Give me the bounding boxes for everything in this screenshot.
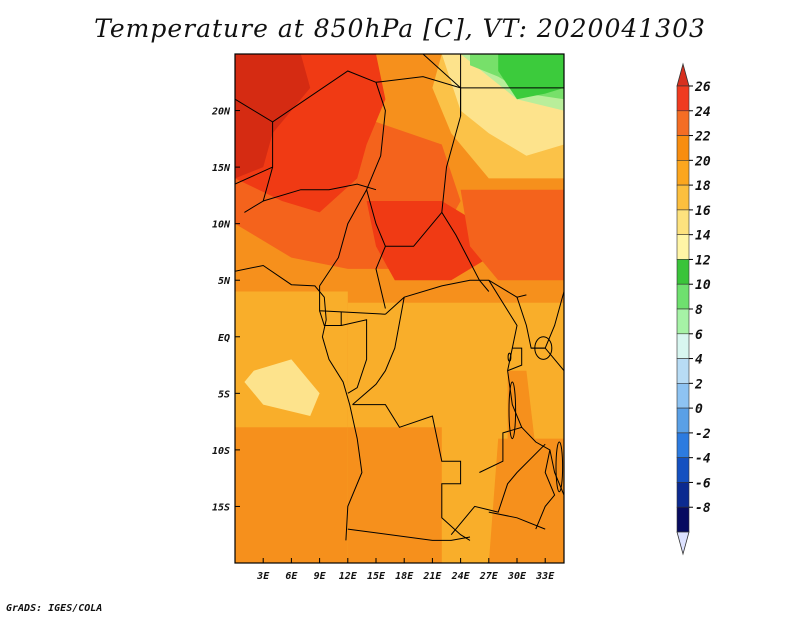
border-line (352, 404, 471, 541)
lat-tick-label: 5S (218, 389, 230, 400)
country-borders (235, 54, 564, 541)
border-line (507, 347, 523, 372)
colorbar-box (676, 209, 690, 235)
border-line (347, 528, 471, 541)
lake-outline (534, 336, 553, 360)
colorbar-label: -4 (695, 452, 711, 467)
lat-tick-label: 20N (211, 107, 231, 118)
lon-tick-label: 21E (422, 571, 442, 582)
border-line (341, 319, 368, 394)
lat-tick-label: 10N (212, 220, 231, 231)
lon-tick-label: 33E (535, 571, 555, 582)
border-line (375, 246, 386, 309)
colorbar-label: 6 (695, 328, 703, 343)
lat-tick-label: EQ (218, 333, 230, 344)
border-line (422, 54, 461, 89)
colorbar-box (676, 482, 690, 508)
colorbar-box (676, 308, 690, 335)
lat-tick-label: 10S (212, 446, 230, 457)
colorbar-label: 22 (694, 130, 711, 145)
border-line (531, 347, 564, 372)
region-southwest (235, 438, 339, 563)
coastline (235, 264, 363, 541)
region-nw-hottest (235, 54, 311, 179)
lon-tick-label: 3E (256, 571, 270, 582)
colorbar-box (676, 160, 690, 186)
temperature-field (235, 54, 564, 563)
colorbar-box (676, 184, 690, 211)
credit-label: GrADS: IGES/COLA (6, 603, 103, 614)
border-line (479, 279, 523, 473)
region-car-hot (366, 201, 489, 281)
colorbar-top-tip (676, 62, 690, 87)
border-line (488, 511, 546, 530)
colorbar-box (676, 283, 690, 310)
colorbar-box (676, 358, 690, 384)
lon-tick-label: 12E (339, 571, 358, 582)
colorbar-label: 26 (694, 80, 711, 95)
border-line (535, 449, 556, 530)
colorbar-label: -8 (695, 501, 711, 516)
colorbar-label: 24 (694, 105, 711, 120)
region-gulf-guinea (244, 359, 320, 416)
border-line (450, 443, 546, 536)
region-east-hot (460, 189, 564, 281)
chart-title: Temperature at 850hPa [C], VT: 202004130… (94, 14, 706, 43)
border-line (441, 212, 490, 292)
colorbar-box (676, 135, 690, 161)
border-line (352, 297, 405, 405)
colorbar-box (676, 259, 690, 285)
colorbar-label: 2 (694, 377, 703, 392)
border-line (319, 310, 342, 326)
region-rift-band (507, 370, 536, 496)
lon-tick-label: 30E (507, 571, 527, 582)
colorbar-label: 10 (695, 278, 711, 293)
lat-tick-label: 15S (212, 502, 230, 513)
colorbar-box (676, 407, 690, 434)
colorbar-box (676, 457, 690, 483)
lake-outline (555, 441, 564, 493)
colorbar-label: 16 (695, 204, 711, 219)
map-frame (234, 53, 565, 564)
lon-tick-label: 6E (285, 571, 298, 582)
colorbar-label: 14 (695, 229, 711, 244)
lake-outline (507, 352, 512, 362)
border-line (263, 183, 377, 202)
lat-tick-label: 5N (218, 276, 231, 287)
colorbar-label: -2 (695, 427, 711, 442)
colorbar-box (676, 85, 690, 112)
lon-tick-label: 9E (314, 571, 327, 582)
map-axes: 20N 15N 10N 5N EQ 5S 10S 15S 3E 6E 9E 12E 15E 18E 21E 2… (211, 107, 555, 582)
colorbar-box (676, 432, 690, 458)
lon-tick-label: 24E (451, 571, 471, 582)
lon-tick-label: 27E (479, 571, 499, 582)
colorbar-label: 20 (694, 154, 711, 169)
colorbar-box (676, 506, 690, 533)
region-angola-east (347, 427, 442, 563)
colorbar-label: 4 (695, 353, 703, 368)
colorbar-box (676, 382, 690, 409)
lat-tick-label: 15N (212, 163, 231, 174)
lake-outline (508, 381, 517, 440)
colorbar-bottom-tip (676, 531, 690, 556)
colorbar-label: 18 (695, 179, 711, 194)
lon-tick-label: 15E (367, 571, 386, 582)
colorbar-label: -6 (695, 476, 711, 491)
lon-tick-label: 18E (395, 571, 414, 582)
border-line (235, 70, 377, 123)
colorbar-label: 8 (695, 303, 703, 318)
colorbar-label: 12 (695, 253, 711, 268)
region-east-africa (488, 438, 564, 563)
colorbar-box (676, 333, 690, 359)
colorbar-label: 0 (695, 402, 703, 417)
colorbar-box (676, 110, 690, 136)
colorbar-box (676, 234, 690, 260)
